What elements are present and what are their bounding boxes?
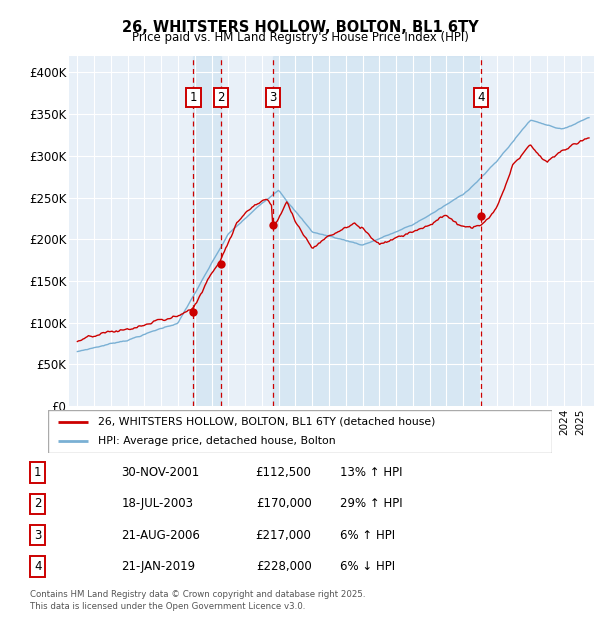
Text: 18-JUL-2003: 18-JUL-2003 (121, 497, 193, 510)
Text: 29% ↑ HPI: 29% ↑ HPI (340, 497, 403, 510)
Text: £228,000: £228,000 (256, 560, 311, 573)
Text: 4: 4 (34, 560, 41, 573)
Text: HPI: Average price, detached house, Bolton: HPI: Average price, detached house, Bolt… (98, 436, 336, 446)
Text: Price paid vs. HM Land Registry's House Price Index (HPI): Price paid vs. HM Land Registry's House … (131, 31, 469, 44)
Text: 2: 2 (217, 91, 224, 104)
Text: 26, WHITSTERS HOLLOW, BOLTON, BL1 6TY: 26, WHITSTERS HOLLOW, BOLTON, BL1 6TY (122, 20, 478, 35)
FancyBboxPatch shape (48, 410, 552, 453)
Text: £112,500: £112,500 (256, 466, 311, 479)
Text: 30-NOV-2001: 30-NOV-2001 (121, 466, 200, 479)
Text: 2: 2 (34, 497, 41, 510)
Text: 4: 4 (477, 91, 485, 104)
Bar (272, 56, 481, 406)
Text: 6% ↑ HPI: 6% ↑ HPI (340, 529, 395, 542)
Text: 3: 3 (34, 529, 41, 542)
Text: £170,000: £170,000 (256, 497, 311, 510)
Text: £217,000: £217,000 (256, 529, 311, 542)
Bar (193, 56, 221, 406)
Text: 3: 3 (269, 91, 277, 104)
Text: Contains HM Land Registry data © Crown copyright and database right 2025.
This d: Contains HM Land Registry data © Crown c… (30, 590, 365, 611)
Text: 6% ↓ HPI: 6% ↓ HPI (340, 560, 395, 573)
Text: 1: 1 (190, 91, 197, 104)
Text: 26, WHITSTERS HOLLOW, BOLTON, BL1 6TY (detached house): 26, WHITSTERS HOLLOW, BOLTON, BL1 6TY (d… (98, 417, 436, 427)
Text: 21-AUG-2006: 21-AUG-2006 (121, 529, 200, 542)
Text: 21-JAN-2019: 21-JAN-2019 (121, 560, 196, 573)
Text: 13% ↑ HPI: 13% ↑ HPI (340, 466, 403, 479)
Text: 1: 1 (34, 466, 41, 479)
